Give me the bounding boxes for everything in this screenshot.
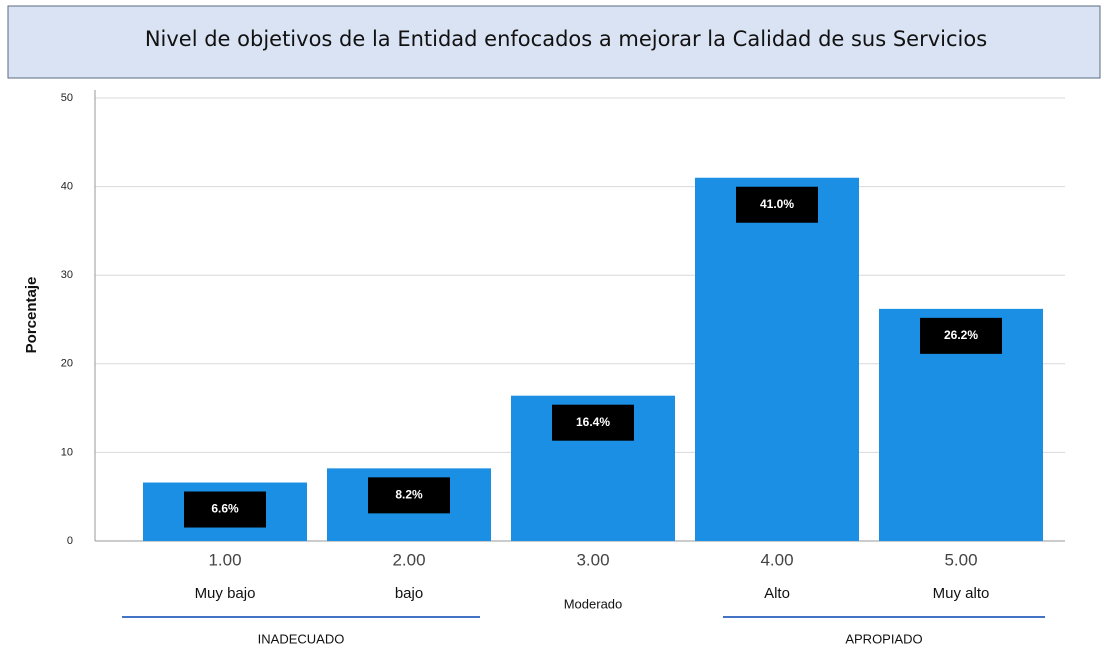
value-label-box	[920, 317, 1002, 354]
chart-title: Nivel de objetivos de la Entidad enfocad…	[145, 27, 987, 51]
value-label-box	[368, 477, 450, 514]
group-label: INADECUADO	[258, 631, 345, 646]
x-tick-label: 1.00	[208, 550, 241, 569]
y-tick-label: 10	[61, 446, 73, 458]
value-label-box	[736, 186, 818, 223]
level-label: Muy alto	[933, 585, 990, 602]
value-label-box	[552, 404, 634, 441]
x-tick-label: 4.00	[760, 550, 793, 569]
value-label-box	[184, 491, 266, 528]
value-label: 6.6%	[211, 502, 239, 516]
x-tick-label: 2.00	[392, 550, 425, 569]
value-label: 16.4%	[576, 415, 610, 429]
x-tick-label: 5.00	[944, 550, 977, 569]
level-label: Muy bajo	[195, 585, 256, 602]
y-tick-label: 0	[67, 535, 73, 547]
level-label: bajo	[395, 585, 423, 602]
value-label: 8.2%	[395, 488, 423, 502]
value-label: 41.0%	[760, 197, 794, 211]
group-label: APROPIADO	[845, 631, 922, 646]
level-label: Moderado	[564, 596, 623, 611]
value-label: 26.2%	[944, 328, 978, 342]
y-tick-label: 50	[61, 92, 73, 104]
y-axis-label: Porcentaje	[23, 277, 40, 354]
title-box	[7, 5, 1101, 79]
y-tick-label: 40	[61, 181, 73, 193]
y-tick-label: 20	[61, 358, 73, 370]
x-tick-label: 3.00	[576, 550, 609, 569]
level-label: Alto	[764, 585, 790, 602]
bar	[695, 177, 859, 542]
y-tick-label: 30	[61, 269, 73, 281]
